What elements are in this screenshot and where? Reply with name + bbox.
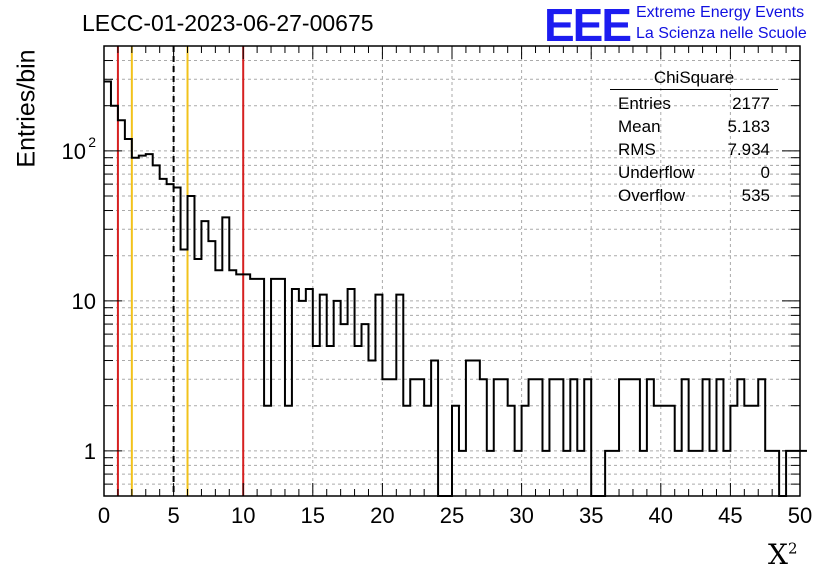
stats-value: 7.934 — [727, 140, 770, 159]
histogram-series — [104, 80, 807, 497]
stats-label: RMS — [618, 140, 656, 159]
stats-label: Underflow — [618, 163, 695, 182]
stats-title: ChiSquare — [610, 68, 778, 90]
chart-title: LECC-01-2023-06-27-00675 — [82, 10, 374, 36]
stats-label: Mean — [618, 117, 661, 136]
grid-lines — [104, 46, 800, 496]
stats-value: 5.183 — [727, 117, 770, 136]
axis-ticks — [103, 46, 801, 496]
y-tick-exponent: 2 — [88, 134, 96, 150]
x-tick-label: 35 — [579, 503, 603, 528]
y-axis-label: Entries/bin — [12, 49, 41, 168]
y-tick-label: 10 — [72, 289, 96, 314]
stats-row: RMS 7.934 — [610, 138, 778, 161]
stats-label: Overflow — [618, 186, 686, 205]
stats-box: ChiSquare Entries 2177 Mean 5.183 RMS 7.934… — [610, 68, 778, 207]
x-tick-label: 20 — [370, 503, 394, 528]
x-tick-label: 30 — [509, 503, 533, 528]
x-tick-label: 10 — [231, 503, 255, 528]
stats-row: Entries 2177 — [610, 92, 778, 115]
stats-row: Overflow 535 — [610, 184, 778, 207]
stats-row: Underflow 0 — [610, 161, 778, 184]
histogram-line — [104, 80, 807, 497]
x-axis-label: X2 — [768, 538, 798, 571]
y-tick-label: 1 — [84, 439, 96, 464]
stats-row: Mean 5.183 — [610, 115, 778, 138]
stats-value: 535 — [741, 186, 770, 205]
x-tick-label: 15 — [301, 503, 325, 528]
x-tick-label: 45 — [718, 503, 742, 528]
logo-line-1: Extreme Energy Events — [636, 4, 805, 21]
x-tick-label: 25 — [440, 503, 464, 528]
stats-value: 0 — [760, 163, 770, 182]
reference-lines — [116, 46, 245, 496]
logo-line-2: La Scienza nelle Scuole — [636, 25, 807, 42]
x-tick-label: 40 — [649, 503, 673, 528]
x-tick-label: 5 — [167, 503, 179, 528]
x-tick-label: 50 — [788, 503, 812, 528]
stats-label: Entries — [618, 94, 671, 113]
stats-value: 2177 — [732, 94, 770, 113]
x-tick-label: 0 — [98, 503, 110, 528]
eee-logo: EEE — [544, 0, 632, 51]
y-tick-label: 10 — [62, 139, 86, 164]
